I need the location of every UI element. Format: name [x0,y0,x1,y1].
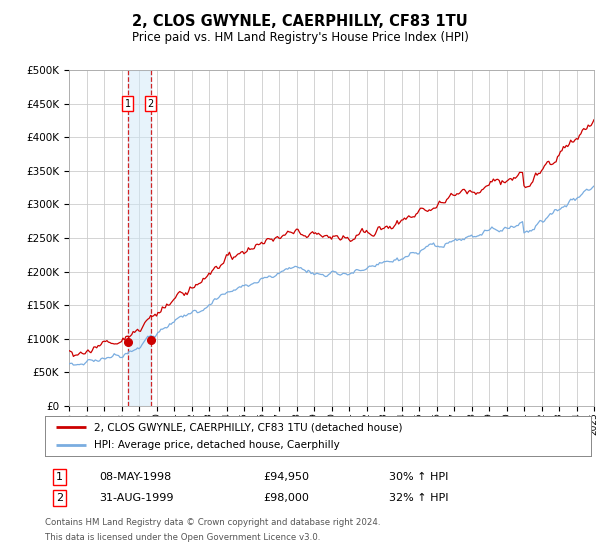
Text: £94,950: £94,950 [263,472,310,482]
Text: 30% ↑ HPI: 30% ↑ HPI [389,472,448,482]
Text: This data is licensed under the Open Government Licence v3.0.: This data is licensed under the Open Gov… [45,533,320,542]
Text: HPI: Average price, detached house, Caerphilly: HPI: Average price, detached house, Caer… [94,440,340,450]
Text: 08-MAY-1998: 08-MAY-1998 [100,472,172,482]
Text: 31-AUG-1999: 31-AUG-1999 [100,493,174,503]
Text: Price paid vs. HM Land Registry's House Price Index (HPI): Price paid vs. HM Land Registry's House … [131,31,469,44]
Text: 32% ↑ HPI: 32% ↑ HPI [389,493,448,503]
Text: 2: 2 [148,99,154,109]
Text: 1: 1 [56,472,63,482]
Text: 2: 2 [56,493,63,503]
Text: 2, CLOS GWYNLE, CAERPHILLY, CF83 1TU: 2, CLOS GWYNLE, CAERPHILLY, CF83 1TU [132,14,468,29]
Bar [128,70,151,406]
Text: £98,000: £98,000 [263,493,309,503]
Text: Contains HM Land Registry data © Crown copyright and database right 2024.: Contains HM Land Registry data © Crown c… [45,518,380,527]
Text: 2, CLOS GWYNLE, CAERPHILLY, CF83 1TU (detached house): 2, CLOS GWYNLE, CAERPHILLY, CF83 1TU (de… [94,422,403,432]
Text: 1: 1 [125,99,131,109]
